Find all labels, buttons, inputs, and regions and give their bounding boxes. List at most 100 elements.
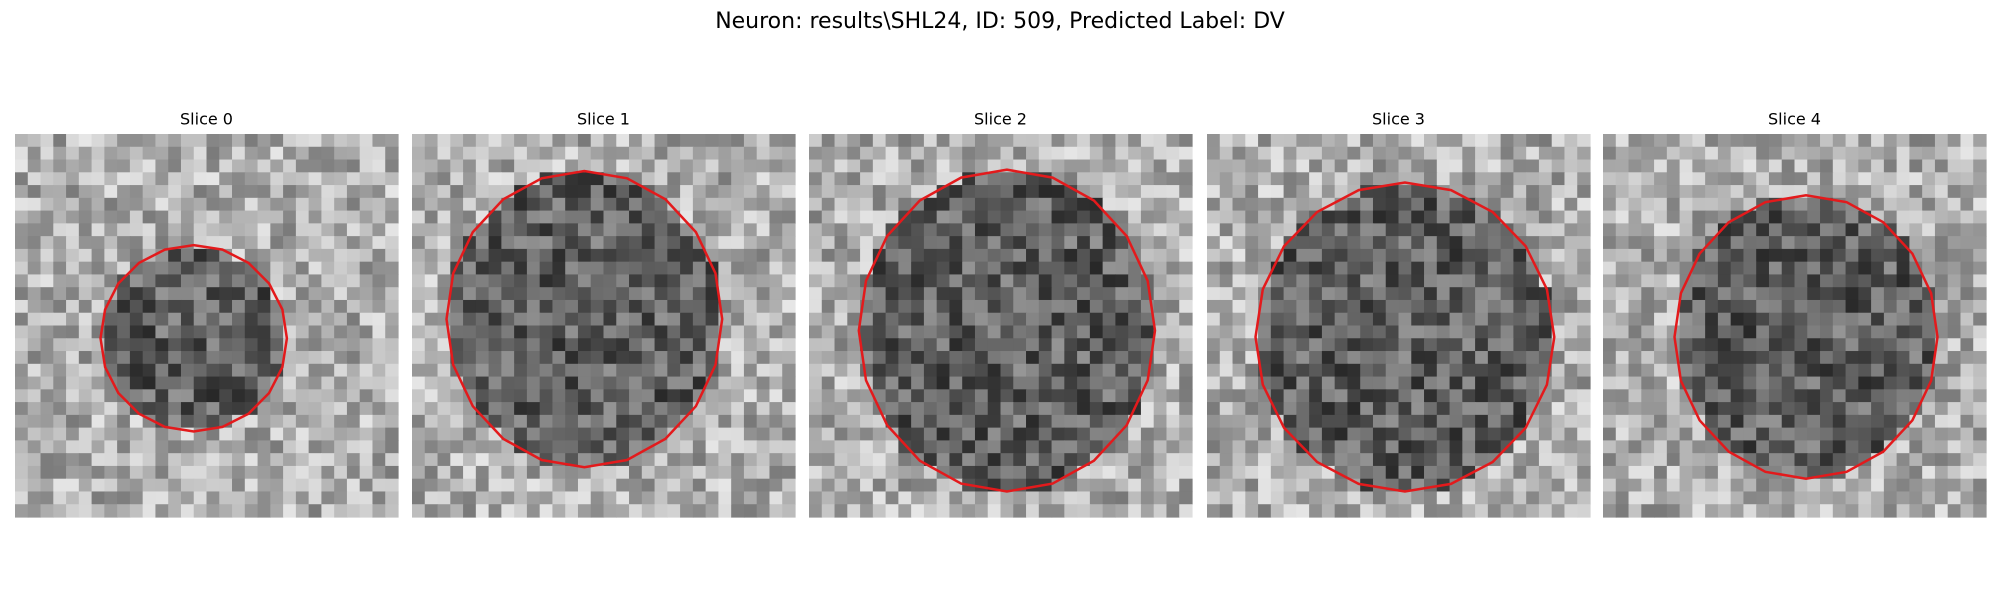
- pixel: [1321, 389, 1336, 403]
- pixel: [1615, 465, 1630, 480]
- pixel: [129, 134, 144, 148]
- pixel: [155, 338, 169, 352]
- pixel: [1153, 236, 1168, 250]
- pixel: [1207, 338, 1221, 352]
- pixel: [743, 223, 758, 237]
- pixel: [1743, 389, 1757, 403]
- pixel: [860, 389, 874, 403]
- pixel: [104, 402, 118, 416]
- pixel: [1334, 287, 1349, 301]
- pixel: [1051, 274, 1065, 288]
- pixel: [1551, 172, 1566, 186]
- pixel: [1883, 402, 1898, 416]
- pixel: [756, 338, 771, 352]
- pixel: [193, 453, 208, 467]
- pixel: [1768, 261, 1783, 276]
- pixel: [15, 146, 29, 161]
- pixel: [1321, 146, 1336, 161]
- pixel: [1845, 287, 1859, 301]
- pixel: [1577, 172, 1591, 186]
- pixel: [962, 223, 976, 237]
- pixel: [1436, 223, 1451, 237]
- pixel: [1871, 197, 1885, 212]
- pixel: [1883, 414, 1898, 429]
- pixel: [539, 197, 554, 212]
- pixel: [1296, 185, 1310, 199]
- pixel: [257, 453, 271, 467]
- pixel: [987, 146, 1002, 161]
- pixel: [1538, 197, 1553, 212]
- pixel: [1000, 338, 1014, 352]
- pixel: [1717, 248, 1732, 263]
- pixel: [1730, 236, 1745, 250]
- pixel: [1102, 248, 1116, 263]
- pixel: [1232, 159, 1246, 173]
- pixel: [705, 338, 719, 352]
- pixel: [949, 197, 963, 212]
- pixel: [1219, 376, 1234, 390]
- pixel: [1628, 299, 1642, 314]
- pixel: [117, 504, 131, 518]
- pixel: [1743, 325, 1757, 339]
- pixel: [1564, 261, 1578, 276]
- pixel: [424, 223, 439, 237]
- pixel: [885, 504, 899, 518]
- pixel: [180, 197, 195, 212]
- pixel: [15, 491, 29, 505]
- pixel: [1883, 363, 1898, 378]
- pixel: [295, 223, 310, 237]
- pixel: [308, 248, 322, 263]
- pixel: [514, 197, 528, 212]
- pixel: [334, 210, 348, 224]
- pixel: [847, 210, 861, 224]
- pixel: [142, 453, 157, 467]
- pixel: [603, 146, 617, 161]
- pixel: [372, 210, 386, 224]
- pixel: [654, 223, 668, 237]
- pixel: [1615, 210, 1630, 224]
- pixel: [463, 414, 477, 429]
- pixel: [1372, 389, 1387, 403]
- pixel: [1153, 274, 1168, 288]
- pixel: [680, 299, 694, 314]
- pixel: [731, 453, 745, 467]
- pixel: [1283, 236, 1297, 250]
- pixel: [372, 299, 386, 314]
- pixel: [987, 248, 1002, 263]
- pixel: [1615, 325, 1630, 339]
- pixel: [412, 287, 426, 301]
- pixel: [590, 376, 605, 390]
- pixel: [1258, 325, 1272, 339]
- pixel: [680, 248, 694, 263]
- pixel: [885, 325, 899, 339]
- pixel: [1270, 287, 1285, 301]
- pixel: [15, 299, 29, 314]
- pixel: [1360, 223, 1374, 237]
- pixel: [514, 325, 528, 339]
- pixel: [1973, 312, 1987, 327]
- pixel: [1564, 248, 1578, 263]
- pixel: [1232, 261, 1246, 276]
- pixel: [424, 185, 439, 199]
- pixel: [641, 478, 656, 493]
- pixel: [1424, 159, 1438, 173]
- pixel: [15, 440, 29, 454]
- pixel: [1372, 146, 1387, 161]
- pixel: [321, 427, 335, 441]
- pixel: [782, 402, 796, 416]
- pixel: [1768, 185, 1783, 199]
- pixel: [1526, 376, 1540, 390]
- pixel: [232, 504, 246, 518]
- pixel: [142, 146, 157, 161]
- pixel: [1794, 274, 1808, 288]
- pixel: [1487, 376, 1502, 390]
- pixel: [1475, 185, 1489, 199]
- pixel: [1960, 146, 1974, 161]
- pixel: [603, 504, 617, 518]
- pixel: [475, 363, 490, 378]
- pixel: [1424, 414, 1438, 429]
- pixel: [1922, 414, 1936, 429]
- pixel: [1909, 274, 1923, 288]
- pixel: [1615, 427, 1630, 441]
- pixel: [1296, 134, 1310, 148]
